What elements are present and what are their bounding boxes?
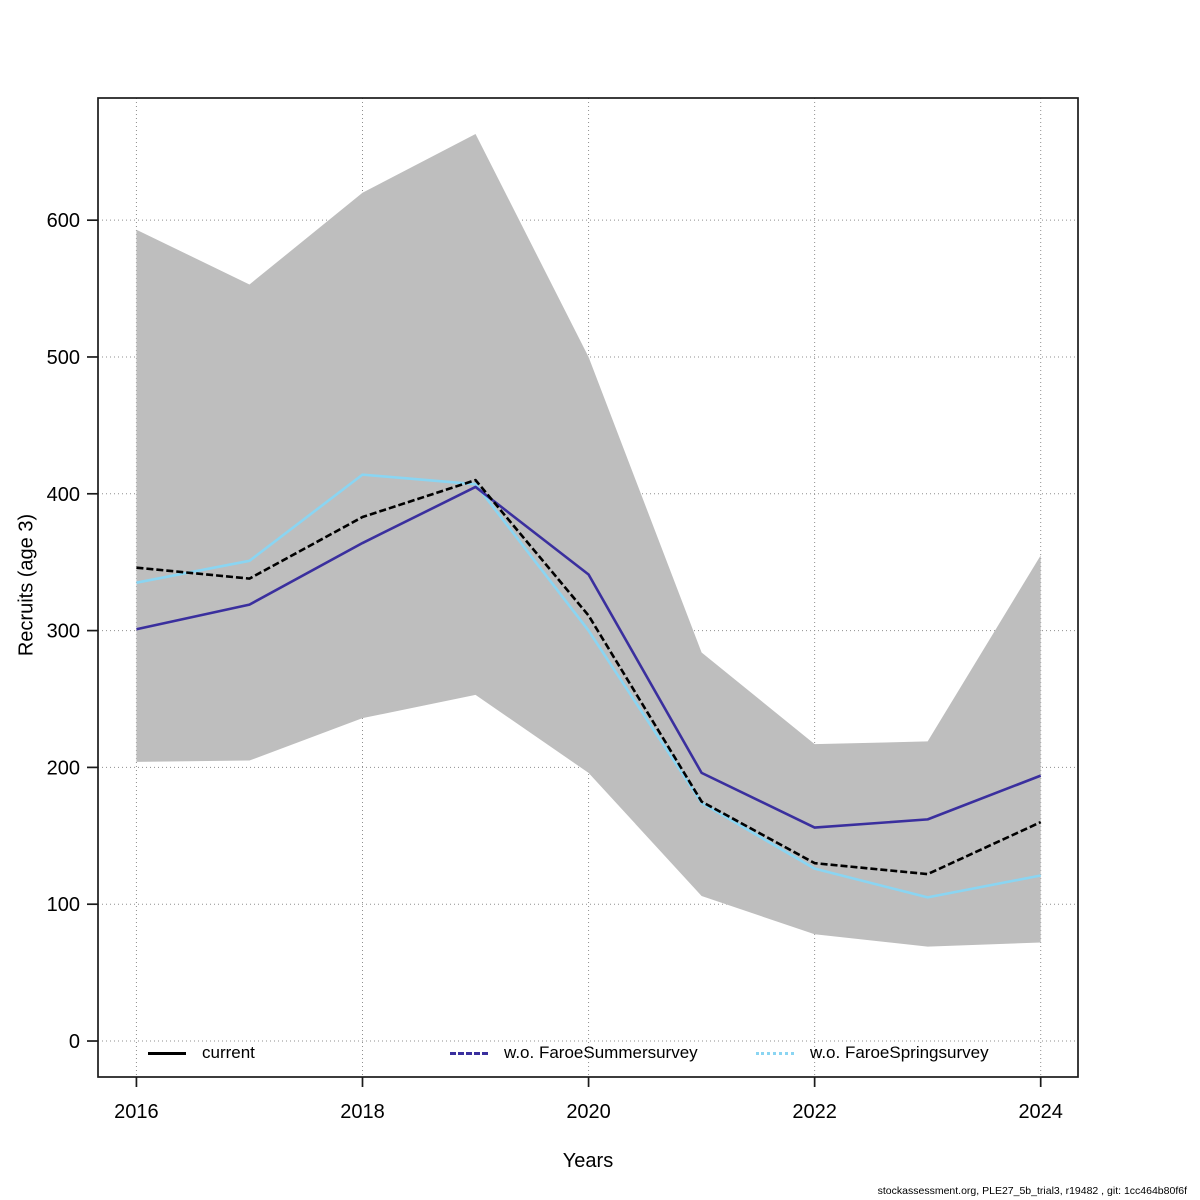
x-tick-label: 2022 xyxy=(792,1101,837,1123)
x-tick-label: 2024 xyxy=(1018,1101,1063,1123)
x-tick-label: 2018 xyxy=(340,1101,385,1123)
y-tick-label: 300 xyxy=(47,621,80,643)
y-tick-label: 600 xyxy=(47,210,80,232)
x-tick-label: 2020 xyxy=(566,1101,611,1123)
y-tick-label: 500 xyxy=(47,347,80,369)
legend-key-line xyxy=(450,1052,488,1055)
legend-item-wo-faroespringsurvey: w.o. FaroeSpringsurvey xyxy=(756,1042,989,1064)
legend-item-wo-faroesummersurvey: w.o. FaroeSummersurvey xyxy=(450,1042,698,1064)
footer-annotation: stockassessment.org, PLE27_5b_trial3, r1… xyxy=(877,1185,1187,1197)
y-tick-label: 100 xyxy=(47,894,80,916)
y-tick-label: 200 xyxy=(47,757,80,779)
legend-key-line xyxy=(756,1052,794,1055)
y-tick-label: 400 xyxy=(47,484,80,506)
legend-label: w.o. FaroeSpringsurvey xyxy=(810,1043,989,1062)
series-line-wo-faroesummersurvey xyxy=(136,485,1042,829)
y-axis-title: Recruits (age 3) xyxy=(15,513,38,657)
series-line-wo-faroespringsurvey xyxy=(136,473,1041,899)
legend-label: w.o. FaroeSummersurvey xyxy=(504,1043,698,1062)
series-line-current xyxy=(136,478,1042,876)
x-tick-label: 2016 xyxy=(114,1101,159,1123)
y-tick-label: 0 xyxy=(69,1031,80,1053)
confidence-band xyxy=(136,133,1041,947)
legend-key-line xyxy=(148,1052,186,1055)
legend-item-current: current xyxy=(148,1042,255,1064)
x-axis-title: Years xyxy=(562,1150,614,1172)
legend-label: current xyxy=(202,1043,255,1062)
